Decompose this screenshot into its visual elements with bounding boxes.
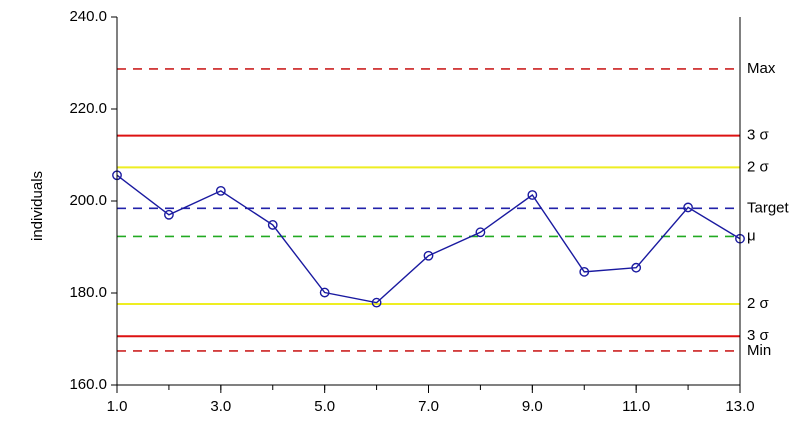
data-point-9 <box>579 266 590 277</box>
data-point-3 <box>267 220 278 230</box>
reference-label-3: Target <box>747 199 790 216</box>
data-point-7 <box>475 227 486 238</box>
series-line-0 <box>116 174 741 304</box>
reference-label-4: μ <box>747 227 756 244</box>
data-point-2 <box>215 185 226 196</box>
data-point-10 <box>631 262 642 273</box>
y-tick-label-2: 200.0 <box>69 192 107 209</box>
reference-label-6: 3 σ <box>747 327 770 344</box>
x-tick-label-4: 9.0 <box>522 398 543 415</box>
y-axis-label: individuals <box>29 171 46 241</box>
data-point-1 <box>164 209 174 220</box>
data-point-5 <box>371 297 382 308</box>
reference-label-2: 2 σ <box>747 158 770 175</box>
x-tick-label-2: 5.0 <box>314 398 335 415</box>
axes: 160.0 180.0 200.0 220.0 240.0 1.0 3.0 5.0 7.0 9.0… <box>69 8 754 415</box>
reference-label-7: Min <box>747 342 771 359</box>
y-tick-label-0: 160.0 <box>69 376 107 393</box>
data-point-11 <box>683 202 693 213</box>
data-point-8 <box>527 190 538 200</box>
x-tick-label-3: 7.0 <box>418 398 439 415</box>
y-tick-label-4: 240.0 <box>69 8 107 25</box>
y-tick-label-1: 180.0 <box>69 284 107 301</box>
x-tick-label-6: 13.0 <box>725 398 754 415</box>
x-tick-label-1: 3.0 <box>210 398 231 415</box>
data-point-4 <box>319 287 330 298</box>
y-tick-label-3: 220.0 <box>69 100 107 117</box>
reference-label-5: 2 σ <box>747 295 770 312</box>
reference-label-1: 3 σ <box>747 127 770 144</box>
data-point-6 <box>423 250 434 261</box>
x-tick-label-5: 11.0 <box>622 398 650 415</box>
data-series <box>112 170 745 308</box>
x-tick-label-0: 1.0 <box>107 398 128 415</box>
reference-label-0: Max <box>747 60 776 77</box>
